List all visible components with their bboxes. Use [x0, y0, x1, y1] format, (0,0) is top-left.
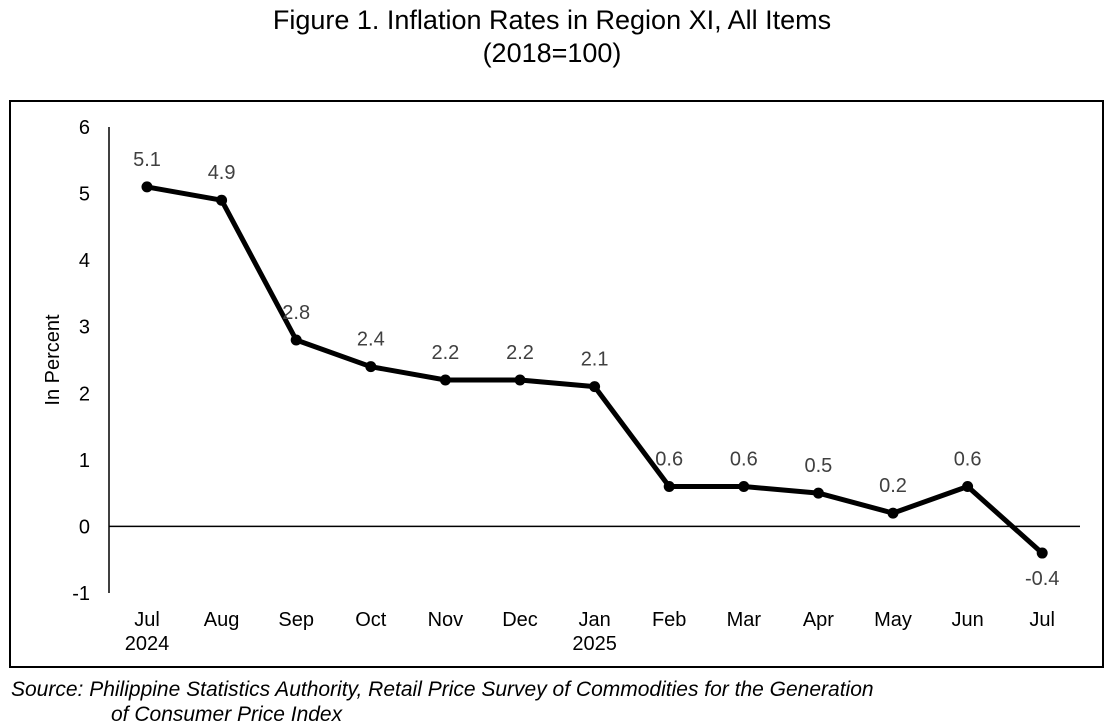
x-tick-label: Jul	[134, 609, 160, 631]
y-tick-label: -1	[72, 583, 90, 605]
data-point	[514, 374, 526, 386]
x-tick-label: Aug	[204, 609, 240, 631]
source-note: Source: Philippine Statistics Authority,…	[11, 677, 1094, 727]
data-label: 0.2	[879, 475, 907, 497]
data-point	[365, 361, 377, 373]
data-point	[290, 334, 302, 346]
x-tick-sublabel: 2024	[125, 633, 170, 655]
data-label: 5.1	[133, 149, 161, 171]
data-point	[962, 480, 974, 492]
y-axis-title: In Percent	[42, 314, 64, 406]
chart-frame	[9, 100, 1104, 668]
y-tick-label: 3	[79, 317, 90, 339]
data-point	[216, 194, 228, 206]
data-label: 2.4	[357, 329, 385, 351]
x-tick-label: Mar	[727, 609, 762, 631]
data-label: 2.2	[431, 342, 459, 364]
data-point	[887, 507, 899, 519]
x-tick-label: Jul	[1029, 609, 1055, 631]
x-tick-label: Nov	[428, 609, 464, 631]
x-tick-label: Sep	[278, 609, 314, 631]
chart-title: Figure 1. Inflation Rates in Region XI, …	[272, 5, 832, 35]
y-tick-label: 6	[79, 117, 90, 139]
x-tick-label: Feb	[652, 609, 686, 631]
data-label: 2.2	[506, 342, 534, 364]
data-point	[812, 487, 824, 499]
x-tick-sublabel: 2025	[572, 633, 617, 655]
data-label: -0.4	[1025, 568, 1059, 590]
chart-title-block: Figure 1. Inflation Rates in Region XI, …	[0, 4, 1104, 70]
data-point	[439, 374, 451, 386]
source-line-1: Source: Philippine Statistics Authority,…	[11, 678, 874, 701]
data-point	[1036, 547, 1048, 559]
chart-subtitle: (2018=100)	[482, 38, 622, 68]
source-line-2: of Consumer Price Index	[111, 703, 343, 726]
x-tick-label: Dec	[502, 609, 538, 631]
data-point	[589, 381, 601, 393]
x-tick-label: Jan	[578, 609, 610, 631]
data-label: 0.6	[954, 448, 982, 470]
data-label: 0.6	[730, 448, 758, 470]
data-point	[141, 181, 153, 193]
data-label: 2.1	[581, 349, 609, 371]
x-tick-label: Apr	[803, 609, 834, 631]
y-tick-label: 0	[79, 516, 90, 538]
data-label: 4.9	[208, 162, 236, 184]
x-tick-label: Oct	[355, 609, 387, 631]
y-tick-label: 5	[79, 184, 90, 206]
data-label: 0.5	[804, 455, 832, 477]
data-label: 2.8	[282, 302, 310, 324]
x-tick-label: May	[874, 609, 912, 631]
y-tick-label: 2	[79, 383, 90, 405]
y-tick-label: 1	[79, 450, 90, 472]
data-point	[738, 480, 750, 492]
data-point	[663, 480, 675, 492]
y-tick-label: 4	[79, 250, 90, 272]
x-tick-label: Jun	[951, 609, 983, 631]
data-label: 0.6	[655, 448, 683, 470]
